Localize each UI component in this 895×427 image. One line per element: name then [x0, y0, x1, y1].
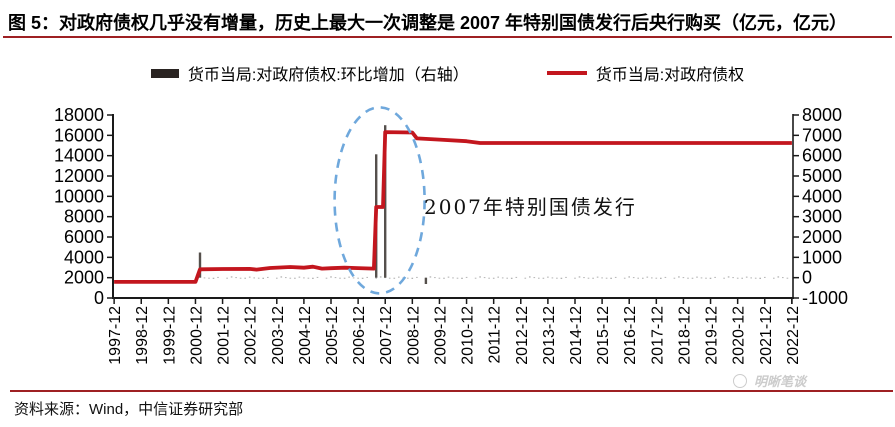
- bar-2001-02: [198, 252, 202, 278]
- left-tick-label: 8000: [64, 207, 104, 227]
- footer-rule: [10, 390, 893, 392]
- right-tick-label: -1000: [802, 288, 848, 308]
- right-tick-label: 3000: [802, 207, 842, 227]
- legend-item-line: 货币当局:对政府债权: [546, 61, 745, 85]
- highlight-ellipse: [333, 106, 426, 295]
- watermark: 明晰笔谈: [733, 371, 806, 390]
- x-tick-label: 2000-12: [188, 306, 205, 365]
- left-tick-label: 12000: [54, 166, 104, 186]
- legend-bar-label: 货币当局:对政府债权:环比增加（右轴）: [187, 67, 469, 84]
- legend-line-label: 货币当局:对政府债权: [595, 67, 745, 84]
- right-tick-label: 1000: [802, 247, 842, 267]
- left-tick-label: 0: [94, 288, 104, 308]
- x-tick-label: 2022-12: [785, 306, 802, 365]
- right-tick-label: 4000: [802, 186, 842, 206]
- x-tick-label: 2015-12: [595, 306, 612, 365]
- bar-2007-12: [384, 125, 387, 278]
- x-tick-label: 2013-12: [541, 306, 558, 365]
- chart-annotation: 2007年特别国债发行: [424, 195, 637, 219]
- x-tick-label: 2018-12: [676, 306, 693, 365]
- right-tick-label: 7000: [802, 125, 842, 145]
- line-series: [114, 130, 792, 284]
- source-note: 资料来源：Wind，中信证券研究部: [14, 401, 244, 418]
- x-tick-label: 2016-12: [622, 306, 639, 365]
- line-swatch-icon: [546, 71, 587, 75]
- x-tick-label: 2008-12: [405, 306, 422, 365]
- left-tick-label: 10000: [54, 186, 104, 206]
- left-tick-label: 6000: [64, 227, 104, 247]
- watermark-text: 明晰笔谈: [754, 374, 807, 389]
- x-tick-label: 2021-12: [758, 306, 775, 365]
- x-tick-label: 2007-12: [378, 306, 395, 365]
- right-tick-label: 0: [802, 268, 812, 288]
- x-tick-label: 1999-12: [161, 306, 178, 365]
- x-tick-label: 2006-12: [351, 306, 368, 365]
- title-underline: [3, 36, 892, 38]
- right-tick-label: 6000: [802, 146, 842, 166]
- bar-2009-06: [424, 277, 428, 284]
- watermark-logo-icon: [733, 373, 747, 388]
- legend-item-bar: 货币当局:对政府债权:环比增加（右轴）: [150, 61, 469, 85]
- right-tick-label: 5000: [802, 166, 842, 186]
- left-tick-label: 4000: [64, 247, 104, 267]
- x-tick-label: 2009-12: [432, 306, 449, 365]
- left-tick-label: 14000: [54, 146, 104, 166]
- x-tick-label: 2003-12: [270, 306, 287, 365]
- left-tick-label: 16000: [54, 125, 104, 145]
- left-tick-label: 2000: [64, 268, 104, 288]
- x-tick-label: 1998-12: [134, 306, 151, 365]
- chart-legend: 货币当局:对政府债权:环比增加（右轴） 货币当局:对政府债权: [0, 62, 895, 84]
- x-tick-label: 2004-12: [297, 306, 314, 365]
- x-tick-label: 2020-12: [731, 306, 748, 365]
- x-tick-label: 2001-12: [216, 306, 233, 365]
- right-tick-label: 2000: [802, 227, 842, 247]
- x-tick-label: 1997-12: [107, 306, 124, 365]
- x-tick-label: 2005-12: [324, 306, 341, 365]
- x-tick-label: 2002-12: [243, 306, 260, 365]
- x-tick-label: 2019-12: [704, 306, 721, 365]
- bar-swatch-icon: [150, 68, 179, 78]
- figure-title: 图 5：对政府债权几乎没有增量，历史上最大一次调整是 2007 年特别国债发行后…: [8, 13, 848, 33]
- x-tick-label: 2010-12: [460, 306, 477, 365]
- right-tick-label: 8000: [802, 105, 842, 125]
- left-tick-label: 18000: [54, 105, 104, 125]
- x-tick-label: 2012-12: [514, 306, 531, 365]
- x-tick-label: 2011-12: [487, 306, 504, 364]
- x-tick-label: 2014-12: [568, 306, 585, 365]
- x-tick-label: 2017-12: [649, 306, 666, 365]
